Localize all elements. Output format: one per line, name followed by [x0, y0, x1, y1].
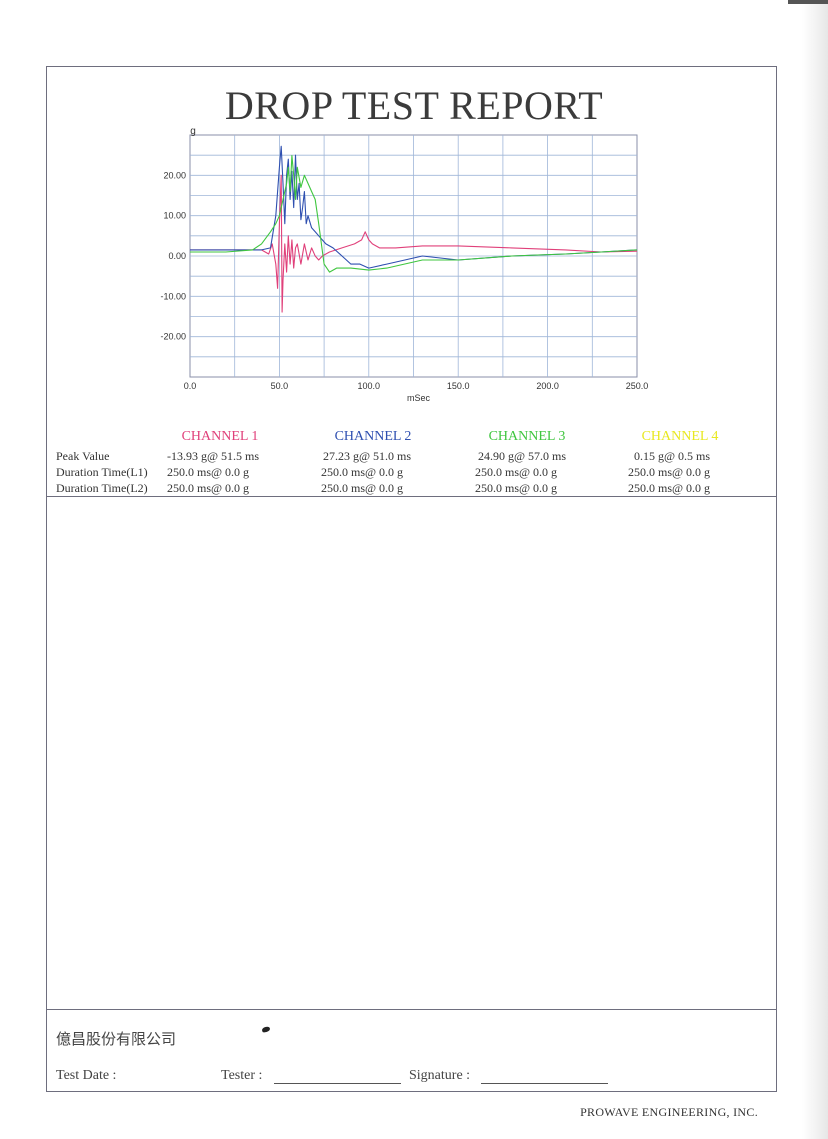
- y-tick-label: 0.00: [168, 251, 186, 261]
- row-label-l1: Duration Time(L1): [56, 465, 148, 479]
- scan-edge: [802, 0, 828, 1139]
- signature-line: [481, 1083, 608, 1084]
- x-tick-label: 200.0: [536, 381, 559, 391]
- section-divider: [46, 1009, 777, 1010]
- x-tick-label: 150.0: [447, 381, 470, 391]
- y-tick-label: 20.00: [163, 170, 186, 180]
- channel-3-header: CHANNEL 3: [488, 429, 566, 444]
- ch4-l2: 250.0 ms@ 0.0 g: [628, 481, 711, 495]
- y-tick-label: 10.00: [163, 211, 186, 221]
- y-axis-label: g: [190, 126, 196, 137]
- y-tick-label: -10.00: [160, 291, 186, 301]
- section-divider: [46, 496, 777, 497]
- report-title: DROP TEST REPORT: [224, 83, 604, 128]
- x-tick-label: 100.0: [358, 381, 381, 391]
- brand-name: PROWAVE ENGINEERING, INC.: [580, 1105, 758, 1119]
- y-tick-label: -20.00: [160, 332, 186, 342]
- report-frame: [46, 66, 777, 1092]
- x-tick-label: 50.0: [271, 381, 289, 391]
- ch2-peak: 27.23 g@ 51.0 ms: [323, 449, 412, 463]
- drop-test-chart: 0.0 50.0 100.0 150.0 200.0 250.0 20.00 10.00 0.0…: [160, 126, 649, 403]
- x-tick-label: 0.0: [184, 381, 197, 391]
- row-label-l2: Duration Time(L2): [56, 481, 148, 495]
- ch1-l1: 250.0 ms@ 0.0 g: [167, 465, 250, 479]
- tester-label: Tester :: [221, 1068, 263, 1083]
- series-line-channel-3: [190, 155, 638, 273]
- ch3-l1: 250.0 ms@ 0.0 g: [475, 465, 558, 479]
- scan-mark: [788, 0, 828, 4]
- ch3-l2: 250.0 ms@ 0.0 g: [475, 481, 558, 495]
- ch1-peak: -13.93 g@ 51.5 ms: [167, 449, 260, 463]
- ch1-l2: 250.0 ms@ 0.0 g: [167, 481, 250, 495]
- x-tick-label: 250.0: [626, 381, 649, 391]
- ch3-peak: 24.90 g@ 57.0 ms: [478, 449, 567, 463]
- row-label-peak: Peak Value: [56, 449, 110, 463]
- ch2-l1: 250.0 ms@ 0.0 g: [321, 465, 404, 479]
- channel-2-header: CHANNEL 2: [334, 429, 412, 444]
- tester-line: [274, 1083, 401, 1084]
- series-line-channel-1: [190, 174, 638, 313]
- series-line-channel-2: [190, 145, 638, 269]
- ch4-peak: 0.15 g@ 0.5 ms: [634, 449, 711, 463]
- ch4-l1: 250.0 ms@ 0.0 g: [628, 465, 711, 479]
- channel-4-header: CHANNEL 4: [641, 429, 719, 444]
- company-name: 億昌股份有限公司: [56, 1030, 177, 1048]
- x-axis-label: mSec: [407, 393, 431, 403]
- channel-1-header: CHANNEL 1: [181, 429, 259, 444]
- ch2-l2: 250.0 ms@ 0.0 g: [321, 481, 404, 495]
- signature-label: Signature :: [409, 1068, 471, 1083]
- test-date-label: Test Date :: [56, 1068, 117, 1083]
